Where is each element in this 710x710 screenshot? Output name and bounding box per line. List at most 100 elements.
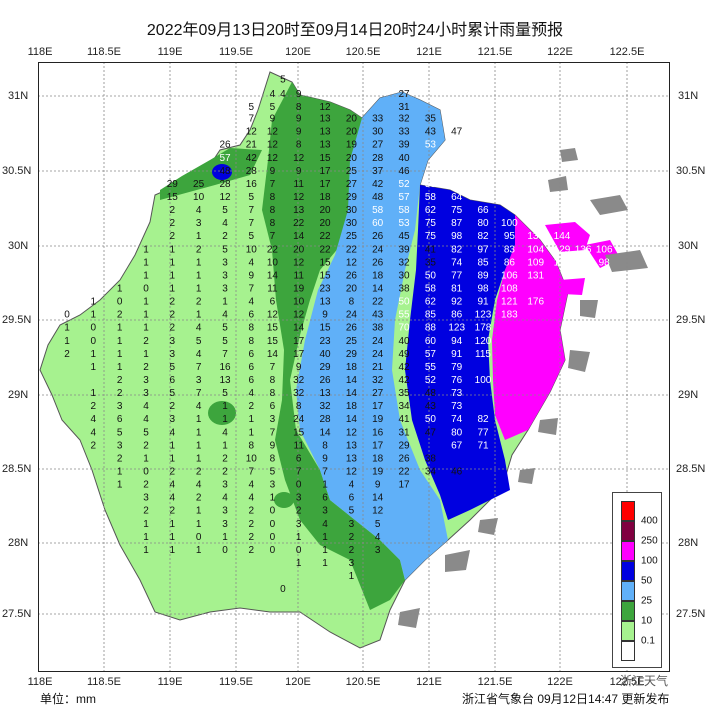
rain-value: 48 bbox=[219, 166, 231, 177]
rain-value: 1 bbox=[196, 545, 202, 556]
rain-value: 52 bbox=[451, 179, 463, 190]
rain-value: 5 bbox=[222, 205, 228, 216]
rain-value: 1 bbox=[222, 414, 228, 425]
y-tick-left: 30.5N bbox=[2, 165, 32, 177]
rain-value: 1 bbox=[64, 336, 70, 347]
y-tick-right: 29.5N bbox=[676, 314, 706, 326]
rain-value: 30 bbox=[398, 270, 410, 281]
rain-value: 5 bbox=[222, 336, 228, 347]
rain-value: 4 bbox=[196, 401, 202, 412]
rain-value: 31 bbox=[398, 102, 410, 113]
rain-value: 1 bbox=[170, 257, 176, 268]
rain-value: 24 bbox=[372, 244, 384, 255]
rain-value: 1 bbox=[222, 297, 228, 308]
rain-value: 4 bbox=[170, 493, 176, 504]
rain-value: 23 bbox=[319, 336, 331, 347]
rain-value: 12 bbox=[267, 140, 279, 151]
rain-value: 8 bbox=[270, 388, 276, 399]
rain-value: 12 bbox=[246, 127, 258, 138]
rain-value: 49 bbox=[398, 349, 410, 360]
rain-value: 106 bbox=[596, 244, 613, 255]
rain-value: 1 bbox=[117, 467, 123, 478]
rain-value: 1 bbox=[117, 362, 123, 373]
rain-value: 35 bbox=[398, 388, 410, 399]
rain-value: 106 bbox=[501, 270, 518, 281]
rain-value: 7 bbox=[249, 218, 255, 229]
legend-label: 100 bbox=[641, 555, 658, 567]
rain-value: 28 bbox=[319, 414, 331, 425]
rain-value: 1 bbox=[196, 270, 202, 281]
rain-value: 57 bbox=[398, 192, 410, 203]
rain-value: 11 bbox=[294, 179, 305, 190]
rain-value: 100 bbox=[475, 375, 492, 386]
rain-value: 17 bbox=[372, 401, 384, 412]
rain-value: 1 bbox=[143, 519, 149, 530]
rain-value: 2 bbox=[196, 467, 202, 478]
rain-value: 3 bbox=[375, 545, 381, 556]
rain-value: 1 bbox=[322, 545, 328, 556]
rain-value: 53 bbox=[425, 179, 437, 190]
rain-value: 5 bbox=[249, 192, 255, 203]
rain-value: 123 bbox=[475, 310, 492, 321]
rain-value: 82 bbox=[477, 231, 489, 242]
rain-value: 13 bbox=[319, 114, 331, 125]
rain-value: 1 bbox=[91, 388, 97, 399]
unit-label: 单位：mm bbox=[40, 692, 96, 706]
rain-value: 5 bbox=[143, 427, 149, 438]
rain-value: 26 bbox=[398, 453, 410, 464]
rain-value: 118 bbox=[575, 205, 591, 216]
rain-value: 2 bbox=[296, 506, 302, 517]
legend-swatch bbox=[621, 641, 635, 661]
rain-value: 10 bbox=[267, 257, 279, 268]
rain-value: 0 bbox=[296, 545, 302, 556]
rain-value: 0 bbox=[270, 532, 276, 543]
rain-value: 2 bbox=[196, 493, 202, 504]
rain-value: 6 bbox=[249, 375, 255, 386]
rain-value: 33 bbox=[398, 127, 410, 138]
rain-value: 4 bbox=[170, 480, 176, 491]
y-tick-left: 27.5N bbox=[2, 608, 32, 620]
rain-value: 22 bbox=[346, 244, 358, 255]
band-50-100 bbox=[405, 185, 520, 520]
rain-value: 2 bbox=[117, 375, 123, 386]
rain-value: 8 bbox=[349, 297, 355, 308]
rain-value: 12 bbox=[346, 467, 358, 478]
rain-value: 58 bbox=[425, 192, 437, 203]
rain-value: 24 bbox=[346, 310, 358, 321]
rain-value: 9 bbox=[296, 166, 302, 177]
rain-value: 7 bbox=[249, 205, 255, 216]
rain-value: 20 bbox=[346, 153, 358, 164]
x-tick-bottom: 120.5E bbox=[345, 676, 381, 688]
rain-value: 15 bbox=[319, 257, 331, 268]
rain-value: 1 bbox=[196, 414, 202, 425]
rain-value: 1 bbox=[117, 349, 123, 360]
rain-value: 7 bbox=[270, 362, 276, 373]
rain-value: 22 bbox=[267, 244, 279, 255]
rain-value: 4 bbox=[143, 401, 149, 412]
rain-value: 26 bbox=[346, 270, 358, 281]
band-10-25-spot bbox=[208, 401, 236, 425]
rain-value: 97 bbox=[477, 244, 489, 255]
rain-value: 10 bbox=[293, 297, 305, 308]
rain-value: 4 bbox=[249, 388, 255, 399]
rain-value: 13 bbox=[293, 205, 305, 216]
rain-value: 8 bbox=[270, 205, 276, 216]
rain-value: 6 bbox=[270, 401, 276, 412]
rain-value: 2 bbox=[196, 297, 202, 308]
rain-value: 40 bbox=[398, 336, 410, 347]
rain-value: 12 bbox=[293, 192, 305, 203]
rain-value: 1 bbox=[196, 506, 202, 517]
rain-value: 6 bbox=[349, 493, 355, 504]
rain-value: 3 bbox=[222, 519, 228, 530]
x-tick-top: 118E bbox=[27, 46, 53, 58]
rain-value: 38 bbox=[372, 323, 384, 334]
x-tick-top: 121.5E bbox=[477, 46, 513, 58]
rain-value: 7 bbox=[270, 231, 276, 242]
rain-value: 1 bbox=[143, 257, 149, 268]
rain-value: 7 bbox=[249, 114, 255, 125]
rain-value: 89 bbox=[477, 270, 489, 281]
rain-value: 3 bbox=[196, 218, 202, 229]
rain-value: 50 bbox=[425, 270, 437, 281]
rain-value: 88 bbox=[425, 323, 437, 334]
rain-value: 2 bbox=[349, 532, 355, 543]
